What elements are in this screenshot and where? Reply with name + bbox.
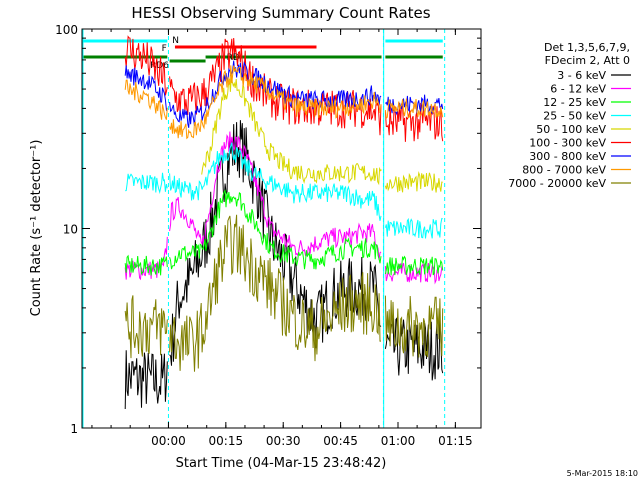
x-tick-label: 00:00 bbox=[151, 434, 186, 448]
legend-label: 12 - 25 keV bbox=[543, 96, 606, 109]
x-ticks: 00:00 00:15 00:30 00:45 01:00 01:15 bbox=[91, 29, 473, 448]
series-line bbox=[384, 295, 444, 358]
legend-entry: 100 - 300 keV bbox=[529, 137, 631, 150]
legend-label: 6 - 12 keV bbox=[550, 83, 606, 96]
series-line bbox=[124, 35, 168, 96]
legend-entry: 50 - 100 keV bbox=[536, 123, 631, 136]
series-line bbox=[384, 316, 444, 381]
legend-label: 800 - 7000 keV bbox=[522, 164, 606, 177]
series-line bbox=[384, 217, 443, 239]
series-group bbox=[124, 35, 444, 410]
legend-label: 50 - 100 keV bbox=[536, 123, 606, 136]
series-line bbox=[124, 65, 168, 112]
series-line bbox=[124, 350, 168, 410]
legend-label: 100 - 300 keV bbox=[529, 137, 606, 150]
legend-entry: 7000 - 20000 keV bbox=[508, 177, 631, 190]
x-tick-label: 00:30 bbox=[266, 434, 301, 448]
x-axis-label: Start Time (04-Mar-15 23:48:42) bbox=[176, 456, 387, 471]
legend-entry: 6 - 12 keV bbox=[550, 83, 631, 96]
series-line bbox=[384, 98, 444, 120]
series-line bbox=[124, 79, 168, 120]
legend-label: 300 - 800 keV bbox=[529, 150, 606, 163]
annotation-label: F bbox=[162, 44, 167, 54]
series-line bbox=[384, 171, 443, 193]
legend-header-line-1: Det 1,3,5,6,7,9, bbox=[544, 41, 630, 54]
series-line bbox=[169, 142, 382, 221]
series-line bbox=[125, 172, 168, 195]
y-ticks: 1 10 100 bbox=[55, 23, 481, 436]
legend-label: 3 - 6 keV bbox=[557, 69, 606, 82]
series-25-50-kev bbox=[125, 142, 443, 239]
y-axis-label: Count Rate (s⁻¹ detector⁻¹) bbox=[29, 140, 44, 317]
x-tick-label: 00:45 bbox=[323, 434, 358, 448]
series-line bbox=[384, 102, 444, 142]
legend-entry: 12 - 25 keV bbox=[543, 96, 631, 109]
legend-label: 25 - 50 keV bbox=[543, 110, 606, 123]
series-800-7000-kev bbox=[124, 65, 444, 140]
legend-entry: 25 - 50 keV bbox=[543, 110, 631, 123]
x-tick-label: 01:00 bbox=[381, 434, 416, 448]
series-line bbox=[384, 255, 444, 276]
series-line bbox=[169, 214, 381, 372]
x-tick-label: 00:15 bbox=[209, 434, 244, 448]
series-7000-20000-kev bbox=[124, 214, 444, 372]
series-line bbox=[124, 295, 168, 359]
timestamp: 5-Mar-2015 18:10 bbox=[567, 469, 638, 478]
legend-entry: 3 - 6 keV bbox=[557, 69, 631, 82]
series-12-25-kev bbox=[124, 189, 444, 276]
y-tick-label: 10 bbox=[63, 223, 78, 237]
legend-entry: 300 - 800 keV bbox=[529, 150, 631, 163]
legend-header-line-2: FDecim 2, Att 0 bbox=[545, 54, 630, 67]
annotation-label: N bbox=[172, 36, 179, 46]
y-tick-label: 1 bbox=[70, 422, 78, 436]
chart-title: HESSI Observing Summary Count Rates bbox=[131, 4, 430, 22]
legend-entry: 800 - 7000 keV bbox=[522, 164, 631, 177]
x-tick-label: 01:15 bbox=[438, 434, 473, 448]
legend-label: 7000 - 20000 keV bbox=[508, 177, 606, 190]
y-tick-label: 100 bbox=[55, 23, 78, 37]
series-line bbox=[169, 60, 382, 128]
series-line bbox=[124, 254, 168, 276]
series-line bbox=[169, 189, 382, 270]
series-line bbox=[169, 65, 382, 140]
